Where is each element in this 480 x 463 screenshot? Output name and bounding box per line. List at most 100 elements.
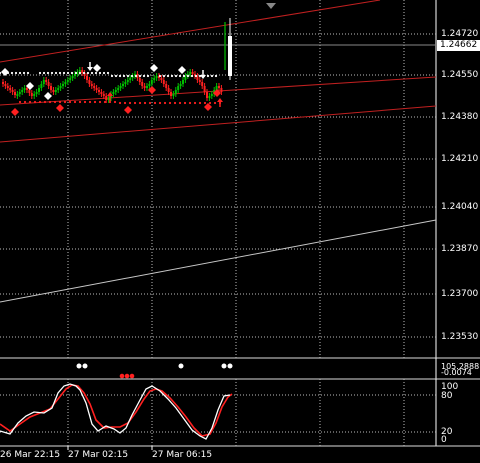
candle-body [9,88,12,90]
candle-body [179,84,182,86]
buy-level-dot [194,74,198,78]
oscillator-label: 100 [441,382,459,392]
buy-level-dot [186,74,190,78]
buy-level-dot [74,71,78,75]
candle-body [52,90,55,92]
candle-body [122,84,124,86]
signal-diamond [26,82,34,90]
buy-level-dot [62,71,66,75]
candle-body [134,74,136,76]
signal-diamond [204,103,212,111]
oscillator-label: 80 [441,391,453,401]
buy-level-dot [126,74,130,78]
chart-shift-marker [266,3,276,9]
buy-level-dot [18,71,22,75]
buy-level-dot [138,74,142,78]
candle-body [81,70,84,73]
candle-body [102,94,105,96]
sell-level-dot [208,101,212,105]
candle-body [100,92,103,94]
candle-body [220,88,223,92]
buy-level-dot [14,71,18,75]
candle-body [33,94,36,96]
candle-body [45,80,48,82]
oscillator-label: 20 [441,427,453,437]
buy-level-dot [50,71,54,75]
sell-level-dot [198,101,202,105]
sell-level-dot [53,100,57,104]
candle-body [162,80,165,84]
buy-level-dot [106,71,110,75]
candle-body [215,86,218,90]
candle-body [170,92,172,96]
signal-diamond [178,66,186,74]
candle-body [196,76,199,80]
sell-level-dot [38,100,42,104]
candle-body [155,76,158,78]
candle-body [28,90,31,93]
sell-level-dot [183,101,187,105]
sell-level-dot [123,101,127,105]
signal-diamond [93,64,101,72]
buy-level-dot [122,74,126,78]
sell-level-dot [98,100,102,104]
candle-body [93,86,96,88]
buy-level-dot [182,74,186,78]
candle-body [98,90,100,92]
candle-body [119,86,122,88]
candle-body [138,78,141,82]
buy-level-dot [66,71,70,75]
candle-body [54,90,57,92]
sell-level-dot [83,100,87,104]
candles [2,18,232,103]
candle-body [69,78,72,80]
candle-body [78,70,81,72]
vertical-grid [67,0,405,358]
buy-level-dot [178,74,182,78]
candle-body [143,86,146,88]
sell-level-dot [193,101,197,105]
buy-level-dot [46,71,50,75]
buy-level-dot [42,71,46,75]
signal-diamond [11,108,19,116]
candle-body [177,86,180,90]
buy-level-dot [130,74,134,78]
indicator-max-label: 105.2888 [441,362,480,371]
candle-body [218,86,220,88]
time-label: 27 Mar 02:15 [68,450,129,460]
sell-level-dot [78,100,82,104]
sell-level-dot [33,100,37,104]
buy-level-dot [134,74,138,78]
candle-body [124,82,127,84]
candle-body [71,76,74,78]
candle-body [191,72,194,74]
candle-body [18,92,21,94]
price-label: 1.23870 [441,244,479,254]
candle-body [40,84,43,88]
candle-body [160,78,163,80]
current-price-badge: 1.24662 [437,40,480,51]
buy-level-dot [166,74,170,78]
candle-body [153,78,156,80]
sell-level-dot [168,101,172,105]
signal-dot [178,363,184,369]
sell-level-dot [153,101,157,105]
sell-level-dot [118,101,122,105]
buy-level-dot [10,71,14,75]
sell-level-dot [173,101,177,105]
sell-level-dot [213,101,217,105]
candle-body [189,72,192,74]
signal-diamond [44,92,52,100]
sell-level-dot [63,100,67,104]
buy-level-dot [142,74,146,78]
sell-level-dot [28,100,32,104]
candle-body [50,86,52,90]
candle-body [4,84,7,86]
sell-arrow-icon [87,67,93,71]
candle-body [57,88,60,90]
sell-level-dot [18,100,22,104]
buy-level-dot [102,71,106,75]
candle-body [90,84,93,86]
candle-body [83,73,86,76]
